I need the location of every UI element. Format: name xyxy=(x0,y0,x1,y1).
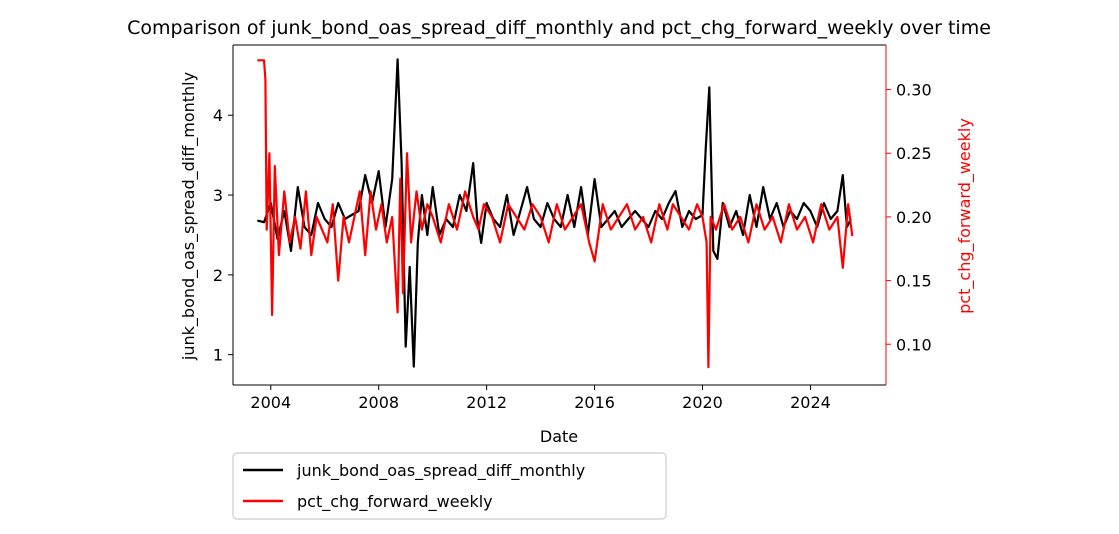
left-y-tick-label: 4 xyxy=(213,106,223,125)
x-tick-label: 2024 xyxy=(790,393,831,412)
left-y-axis-label: junk_bond_oas_spread_diff_monthly xyxy=(179,72,199,361)
x-axis-label: Date xyxy=(540,427,578,446)
chart-title: Comparison of junk_bond_oas_spread_diff_… xyxy=(127,17,991,39)
legend-box xyxy=(232,452,667,520)
left-y-tick-label: 3 xyxy=(213,186,223,205)
x-tick-label: 2004 xyxy=(250,393,291,412)
right-y-axis-label: pct_chg_forward_weekly xyxy=(955,118,975,314)
right-y-tick-label: 0.10 xyxy=(896,335,932,354)
legend-label-series-1: junk_bond_oas_spread_diff_monthly xyxy=(296,461,585,481)
right-y-tick-label: 0.15 xyxy=(896,272,932,291)
right-y-tick-label: 0.25 xyxy=(896,144,932,163)
right-y-tick-label: 0.30 xyxy=(896,81,932,100)
legend: junk_bond_oas_spread_diff_monthly pct_ch… xyxy=(232,452,667,520)
x-tick-label: 2012 xyxy=(466,393,507,412)
x-tick-label: 2016 xyxy=(574,393,615,412)
legend-label-series-2: pct_chg_forward_weekly xyxy=(297,492,493,512)
plot-area: 2004 2008 2012 2016 2020 2024 1 2 3 4 0.10 0.15 0.20… xyxy=(213,44,932,412)
left-y-tick-label: 2 xyxy=(213,266,223,285)
x-tick-label: 2008 xyxy=(358,393,399,412)
series-line-1 xyxy=(257,58,852,368)
right-y-tick-label: 0.20 xyxy=(896,208,932,227)
x-tick-label: 2020 xyxy=(682,393,723,412)
series-line-2 xyxy=(257,59,854,369)
left-y-tick-label: 1 xyxy=(213,346,223,365)
